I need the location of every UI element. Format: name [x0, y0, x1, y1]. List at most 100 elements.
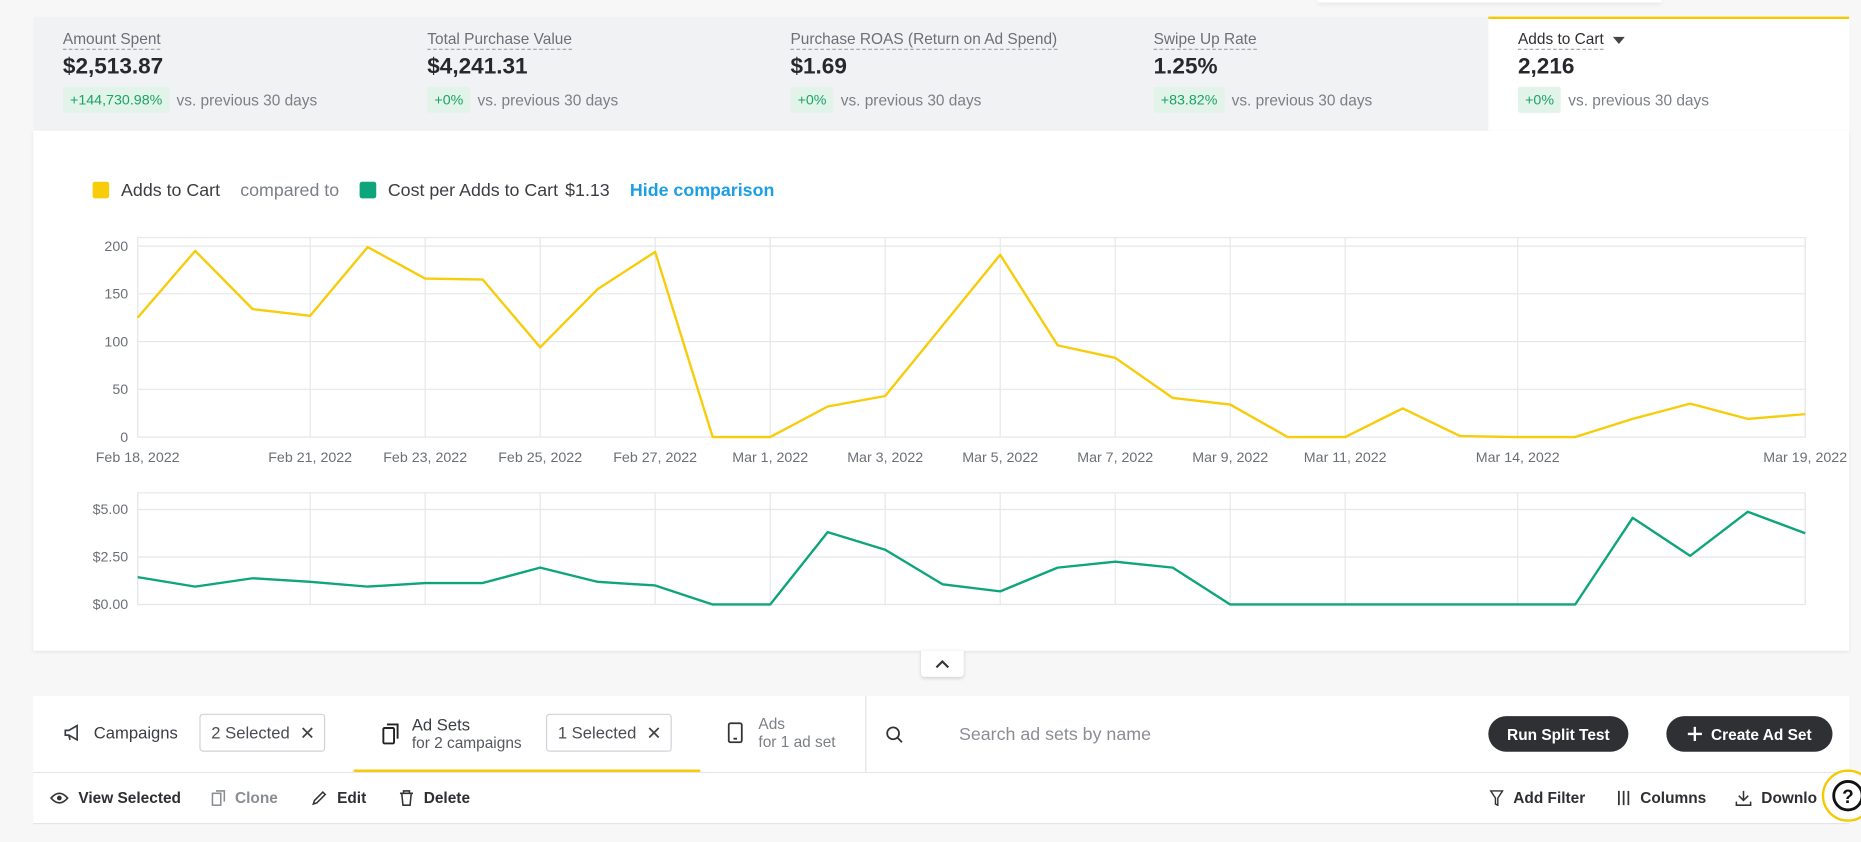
run-split-test-button[interactable]: Run Split Test	[1488, 716, 1629, 752]
add-filter-action[interactable]: Add Filter	[1489, 788, 1586, 807]
chart-legend: Adds to Cart compared to Cost per Adds t…	[92, 178, 775, 202]
ad-sets-tab[interactable]: Ad Sets for 2 campaigns	[381, 715, 522, 752]
y-tick-label: 150	[104, 287, 128, 303]
metric-value: $2,513.87	[62, 54, 164, 80]
action-label: Clone	[234, 788, 278, 807]
selection-count: 2 Selected	[211, 723, 290, 743]
help-icon: ?	[1832, 780, 1861, 812]
metric-label: Swipe Up Rate	[1153, 30, 1257, 50]
x-tick-label: Feb 23, 2022	[383, 450, 467, 466]
metric-card[interactable]: Swipe Up Rate 1.25% +83.82% vs. previous …	[1153, 29, 1498, 113]
edit-action[interactable]: Edit	[311, 789, 366, 806]
search-input[interactable]: Search ad sets by name	[958, 724, 1151, 745]
ads-icon	[727, 722, 743, 744]
clone-icon	[211, 789, 226, 806]
clear-icon[interactable]	[302, 727, 314, 739]
metric-comparison: vs. previous 30 days	[840, 90, 982, 109]
x-tick-label: Feb 27, 2022	[613, 450, 697, 466]
selection-chip[interactable]: 2 Selected	[199, 713, 326, 752]
tab-label: Ads	[758, 714, 785, 733]
metric-comparison: vs. previous 30 days	[1568, 90, 1709, 109]
x-tick-label: Mar 11, 2022	[1304, 450, 1387, 466]
metrics-bar: Amount Spent $2,513.87 +144,730.98% vs. p…	[33, 16, 1850, 131]
metric-change: +0%	[1517, 86, 1562, 113]
button-label: Create Ad Set	[1710, 725, 1812, 743]
metric-comparison: vs. previous 30 days	[176, 90, 318, 109]
tab-sublabel: for 2 campaigns	[411, 733, 522, 752]
dropdown-caret[interactable]	[1613, 35, 1626, 45]
metric-label: Adds to Cart	[1517, 30, 1604, 50]
view-selected-action[interactable]: View Selected	[50, 788, 181, 807]
y-tick-label: 100	[104, 334, 128, 350]
legend-entry: Cost per Adds to Cart	[387, 179, 559, 201]
plot-frame	[137, 236, 1806, 438]
hide-comparison-link[interactable]: Hide comparison	[629, 179, 775, 201]
selection-chip[interactable]: 1 Selected	[545, 713, 672, 752]
columns-action[interactable]: Columns	[1617, 788, 1707, 807]
action-label: Delete	[423, 788, 471, 807]
action-label: View Selected	[78, 788, 181, 807]
delete-action[interactable]: Delete	[399, 788, 471, 807]
data-line	[136, 245, 1806, 439]
ads-tab[interactable]: Ads for 1 ad set	[727, 714, 836, 751]
y-tick-label: 50	[112, 382, 128, 398]
comparison-summary: $1.13	[565, 179, 610, 201]
campaigns-tab[interactable]: Campaigns	[63, 723, 178, 742]
y-tick-label: $5.00	[93, 502, 129, 518]
action-label: Downlo	[1761, 788, 1818, 807]
popover-edge	[1317, 0, 1662, 3]
metric-change: +0%	[790, 86, 834, 113]
svg-text:?: ?	[1842, 787, 1854, 808]
metric-label: Amount Spent	[62, 30, 161, 50]
metric-card-selected[interactable]: Adds to Cart 2,216 +0% vs. previous 30 da…	[1488, 16, 1850, 131]
x-tick-label: Feb 18, 2022	[96, 450, 180, 466]
legend-swatch	[359, 181, 376, 199]
download-action[interactable]: Downlo	[1735, 788, 1818, 807]
metric-value: $4,241.31	[427, 54, 528, 80]
tab-label: Campaigns	[93, 723, 178, 743]
tab-sublabel: for 1 ad set	[758, 732, 836, 751]
help-button[interactable]: ?	[1821, 769, 1861, 822]
x-tick-label: Feb 25, 2022	[498, 450, 582, 466]
metric-value: $1.69	[790, 54, 847, 80]
x-tick-label: Feb 21, 2022	[268, 450, 352, 466]
x-tick-label: Mar 7, 2022	[1077, 450, 1153, 466]
metric-value: 2,216	[1517, 54, 1575, 80]
y-tick-label: $2.50	[93, 550, 129, 566]
metric-label: Total Purchase Value	[427, 30, 572, 50]
tab-label: Ad Sets	[411, 714, 471, 734]
create-ad-set-button[interactable]: Create Ad Set	[1666, 716, 1833, 752]
download-icon	[1735, 790, 1752, 806]
legend-entry: Adds to Cart	[121, 179, 221, 201]
trash-icon	[399, 789, 414, 806]
filter-icon	[1489, 789, 1504, 806]
clone-action[interactable]: Clone	[211, 788, 278, 807]
clear-icon[interactable]	[648, 727, 660, 739]
metric-comparison: vs. previous 30 days	[1231, 90, 1373, 109]
divider	[865, 695, 867, 772]
active-tab-underline	[353, 769, 701, 772]
data-line	[137, 510, 1806, 606]
action-label: Columns	[1640, 788, 1707, 807]
y-tick-label: 0	[120, 430, 128, 446]
x-tick-label: Mar 19, 2022	[1763, 450, 1847, 466]
selection-count: 1 Selected	[557, 723, 637, 743]
adsets-icon	[382, 722, 399, 744]
collapse-button[interactable]	[921, 650, 964, 677]
y-tick-label: 200	[104, 239, 128, 255]
x-tick-label: Mar 5, 2022	[962, 450, 1038, 466]
metric-card[interactable]: Amount Spent $2,513.87 +144,730.98% vs. p…	[62, 29, 407, 113]
pencil-icon	[312, 790, 327, 805]
megaphone-icon	[64, 724, 78, 742]
chart-card	[33, 130, 1850, 651]
x-tick-label: Mar 3, 2022	[847, 450, 923, 466]
metric-card[interactable]: Total Purchase Value $4,241.31 +0% vs. pr…	[427, 29, 771, 113]
metric-change: +0%	[427, 86, 471, 113]
metric-card[interactable]: Purchase ROAS (Return on Ad Spend) $1.69…	[790, 29, 1134, 113]
action-label: Add Filter	[1513, 788, 1586, 807]
plus-icon	[1687, 726, 1702, 742]
action-bar	[33, 773, 1850, 825]
metric-value: 1.25%	[1153, 54, 1218, 80]
